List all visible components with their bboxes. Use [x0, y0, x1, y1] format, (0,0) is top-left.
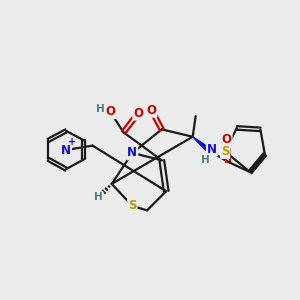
Text: N: N	[127, 146, 137, 159]
Text: O: O	[146, 104, 157, 117]
Text: O: O	[222, 133, 232, 146]
Text: N: N	[207, 142, 217, 156]
Text: N: N	[61, 143, 71, 157]
Text: +: +	[68, 137, 76, 147]
Text: H: H	[97, 104, 105, 114]
Text: H: H	[94, 192, 103, 202]
Polygon shape	[193, 137, 212, 154]
Text: S: S	[221, 145, 229, 158]
Text: S: S	[128, 200, 136, 212]
Text: H: H	[201, 155, 209, 165]
Text: O: O	[105, 105, 115, 118]
Text: O: O	[133, 107, 143, 120]
